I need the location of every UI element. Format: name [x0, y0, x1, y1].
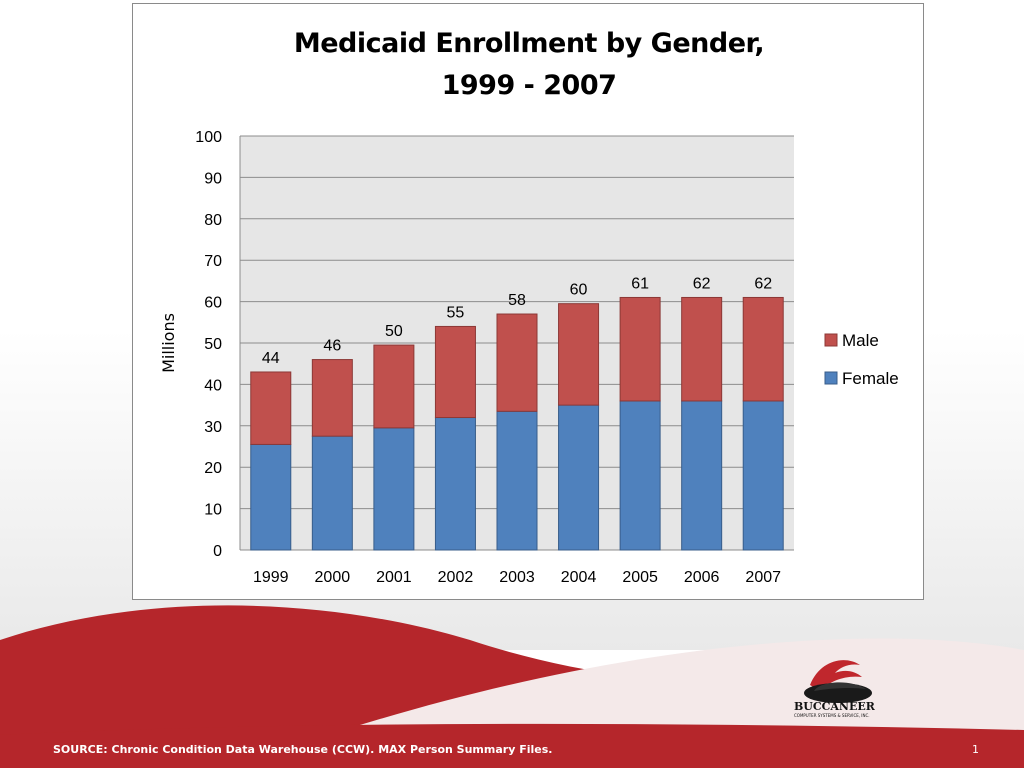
total-data-label: 62 — [754, 275, 772, 292]
x-tick-label: 2002 — [438, 569, 474, 586]
bar-female — [742, 400, 784, 551]
x-tick-label: 2003 — [499, 569, 535, 586]
y-tick-label: 20 — [204, 460, 222, 477]
chart-title-line-1: Medicaid Enrollment by Gender, — [293, 28, 765, 59]
bar-female — [619, 400, 661, 551]
bar-female — [558, 404, 600, 551]
total-data-label: 60 — [570, 282, 588, 299]
bar-female — [681, 400, 723, 551]
bar-male — [558, 303, 600, 406]
x-tick-label: 2004 — [561, 569, 597, 586]
y-tick-label: 40 — [204, 377, 222, 394]
y-tick-label: 0 — [213, 543, 222, 560]
bar-male — [496, 313, 538, 412]
logo-wordmark: BUCCANEER — [794, 700, 875, 713]
y-tick-label: 60 — [204, 295, 222, 312]
chart-title-line-2: 1999 - 2007 — [441, 70, 617, 101]
x-tick-label: 2007 — [745, 569, 781, 586]
x-tick-label: 2005 — [622, 569, 658, 586]
total-data-label: 61 — [631, 275, 649, 292]
legend-swatch — [824, 371, 838, 385]
x-tick-label: 1999 — [253, 569, 289, 586]
bottom-red-band — [0, 723, 1024, 768]
bar-male — [681, 296, 723, 402]
bar-female — [373, 427, 415, 551]
y-tick-label: 90 — [204, 170, 222, 187]
legend-swatch — [824, 333, 838, 347]
bar-female — [496, 410, 538, 551]
logo-tagline: COMPUTER SYSTEMS & SERVICE, INC. — [794, 713, 870, 718]
total-data-label: 55 — [447, 304, 465, 321]
bar-male — [742, 296, 784, 402]
x-tick-label: 2006 — [684, 569, 720, 586]
x-tick-label: 2001 — [376, 569, 412, 586]
bar-male — [373, 344, 415, 429]
y-tick-label: 100 — [195, 129, 222, 146]
legend-label: Female — [842, 369, 899, 388]
legend-label: Male — [842, 331, 879, 350]
bar-male — [434, 325, 476, 419]
bar-female — [434, 417, 476, 551]
total-data-label: 44 — [262, 350, 280, 367]
y-tick-label: 50 — [204, 336, 222, 353]
source-note: SOURCE: Chronic Condition Data Warehouse… — [53, 743, 553, 756]
total-data-label: 58 — [508, 292, 526, 309]
y-axis-title: Millions — [159, 313, 178, 373]
y-tick-label: 10 — [204, 502, 222, 519]
bar-female — [250, 443, 292, 551]
buccaneer-logo-icon — [804, 660, 872, 703]
bar-male — [250, 371, 292, 445]
x-tick-label: 2000 — [315, 569, 351, 586]
bar-male — [311, 359, 353, 437]
bar-male — [619, 296, 661, 402]
y-tick-label: 30 — [204, 419, 222, 436]
y-tick-label: 80 — [204, 212, 222, 229]
chart-svg: 0 10 20 30 40 50 60 70 80 90 100 Millions 44 1999 46 20… — [159, 129, 899, 586]
chart-frame: Medicaid Enrollment by Gender, 1999 - 20… — [132, 3, 924, 600]
total-data-label: 62 — [693, 275, 711, 292]
total-data-label: 46 — [323, 338, 341, 355]
total-data-label: 50 — [385, 323, 403, 340]
slide-number: 1 — [972, 743, 979, 756]
y-tick-label: 70 — [204, 253, 222, 270]
bar-female — [311, 435, 353, 551]
